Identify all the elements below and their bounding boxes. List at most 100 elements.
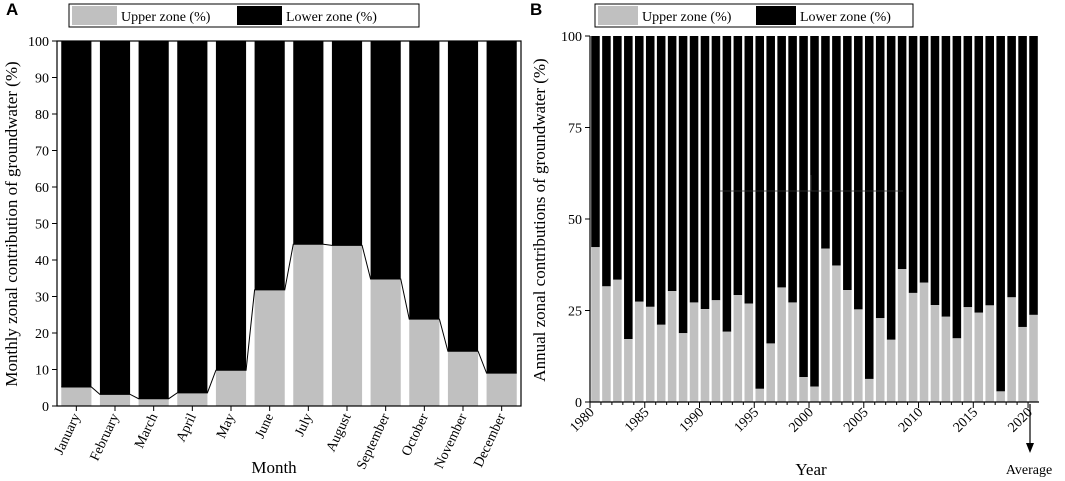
y-tick-label-75: 75 — [568, 122, 582, 137]
y-tick-label-30: 30 — [35, 291, 49, 306]
bar-lower-zone-1985 — [635, 36, 644, 302]
bar-lower-zone-1987 — [656, 36, 666, 325]
panel-b-x-axis-title: Year — [795, 460, 827, 479]
bar-upper-zone-1989 — [678, 333, 688, 402]
bar-lower-zone-1999 — [788, 36, 797, 303]
bar-upper-zone-1991 — [700, 309, 710, 402]
bar-upper-zone-march — [138, 398, 169, 406]
bar-upper-zone-may — [215, 370, 247, 406]
bar-lower-zone-1994 — [733, 36, 743, 296]
legend-swatch-lower-zone — [237, 6, 282, 25]
bar-lower-zone-1997 — [766, 36, 775, 344]
x-tick-label-august: August — [324, 411, 355, 454]
bar-upper-zone-2020 — [1018, 326, 1027, 402]
panel-a-y-axis-title: Monthly zonal contribution of groundwate… — [2, 61, 21, 386]
bar-upper-zone-average — [1029, 314, 1038, 402]
bar-lower-zone-1982 — [602, 36, 611, 287]
y-tick-label-100: 100 — [28, 35, 49, 50]
x-tick-label-november: November — [432, 411, 471, 471]
bar-upper-zone-2001 — [810, 386, 819, 402]
bar-lower-zone-february — [99, 41, 131, 395]
legend-swatch-upper-zone — [598, 6, 638, 25]
bar-upper-zone-1995 — [744, 303, 754, 402]
bar-lower-zone-2004 — [843, 36, 852, 291]
bar-upper-zone-1987 — [656, 324, 666, 402]
bar-upper-zone-1982 — [602, 286, 611, 402]
legend-label-lower-zone: Lower zone (%) — [800, 10, 891, 25]
bar-lower-zone-march — [138, 41, 169, 399]
bar-upper-zone-1997 — [766, 343, 775, 402]
x-tick-label-may: May — [214, 411, 238, 441]
bar-upper-zone-2017 — [985, 305, 994, 402]
bar-lower-zone-2017 — [985, 36, 994, 306]
bar-lower-zone-1992 — [711, 36, 721, 301]
bar-lower-zone-1990 — [689, 36, 699, 303]
panel-a-x-axis-title: Month — [251, 458, 297, 477]
x-tick-label-1985: 1985 — [622, 405, 652, 435]
bar-upper-zone-2000 — [799, 377, 808, 402]
bar-lower-zone-december — [486, 41, 517, 374]
bar-lower-zone-april — [177, 41, 208, 393]
bar-upper-zone-1996 — [755, 388, 765, 402]
x-tick-label-1995: 1995 — [732, 405, 762, 435]
bar-lower-zone-2015 — [963, 36, 973, 308]
bar-lower-zone-2019 — [1007, 36, 1016, 298]
bar-lower-zone-september — [370, 41, 401, 279]
bar-upper-zone-1985 — [635, 301, 644, 402]
bar-lower-zone-1991 — [700, 36, 710, 310]
x-tick-label-1980: 1980 — [567, 405, 597, 435]
average-arrow-head — [1026, 443, 1034, 453]
y-tick-label-90: 90 — [35, 72, 49, 87]
bar-upper-zone-2004 — [843, 290, 852, 402]
bar-upper-zone-2009 — [897, 269, 907, 402]
x-tick-label-2005: 2005 — [841, 405, 871, 435]
y-tick-label-20: 20 — [35, 327, 49, 342]
bar-lower-zone-2006 — [864, 36, 874, 379]
bar-lower-zone-1984 — [624, 36, 633, 340]
x-tick-label-2000: 2000 — [786, 405, 816, 435]
x-tick-label-july: July — [292, 411, 315, 438]
y-tick-label-100: 100 — [561, 30, 582, 45]
bar-upper-zone-june — [254, 289, 285, 406]
bar-upper-zone-april — [177, 392, 208, 406]
bar-upper-zone-december — [486, 373, 517, 406]
panel-b-bars — [591, 36, 1038, 402]
bar-lower-zone-2020 — [1018, 36, 1027, 327]
bar-upper-zone-2014 — [952, 338, 962, 402]
bar-upper-zone-1998 — [777, 287, 786, 402]
bar-lower-zone-2018 — [996, 36, 1005, 392]
y-tick-label-70: 70 — [35, 145, 49, 160]
bar-upper-zone-2015 — [963, 307, 973, 402]
bar-lower-zone-2007 — [875, 36, 885, 319]
bar-upper-zone-2007 — [875, 318, 885, 402]
x-tick-label-january: January — [52, 411, 84, 457]
bar-upper-zone-1993 — [722, 331, 732, 402]
bar-lower-zone-2008 — [886, 36, 896, 340]
y-tick-label-60: 60 — [35, 181, 49, 196]
bar-upper-zone-1992 — [711, 300, 721, 402]
x-tick-label-december: December — [471, 411, 509, 470]
bar-upper-zone-august — [331, 245, 363, 406]
bar-lower-zone-1996 — [755, 36, 765, 389]
bar-upper-zone-1990 — [689, 302, 699, 402]
bar-lower-zone-2009 — [897, 36, 907, 270]
bar-upper-zone-october — [409, 319, 440, 406]
panel-b-y-axis-title: Annual zonal contributions of groundwate… — [530, 58, 549, 381]
bar-lower-zone-1989 — [678, 36, 688, 334]
legend-label-upper-zone: Upper zone (%) — [642, 10, 732, 25]
bar-upper-zone-september — [370, 278, 401, 406]
panel-a-label: A — [6, 0, 18, 19]
bar-upper-zone-2002 — [821, 248, 830, 402]
y-tick-label-0: 0 — [575, 396, 582, 411]
bar-lower-zone-2005 — [854, 36, 863, 310]
y-tick-label-80: 80 — [35, 108, 49, 123]
y-tick-label-50: 50 — [568, 213, 582, 228]
x-tick-label-october: October — [399, 411, 432, 459]
bar-upper-zone-1994 — [733, 295, 743, 402]
panel-a-legend: Upper zone (%) Lower zone (%) — [68, 3, 420, 28]
y-tick-label-10: 10 — [35, 364, 49, 379]
bar-upper-zone-2005 — [854, 309, 863, 402]
bar-lower-zone-july — [293, 41, 324, 245]
bar-lower-zone-1981 — [591, 36, 600, 248]
y-tick-label-40: 40 — [35, 254, 49, 269]
